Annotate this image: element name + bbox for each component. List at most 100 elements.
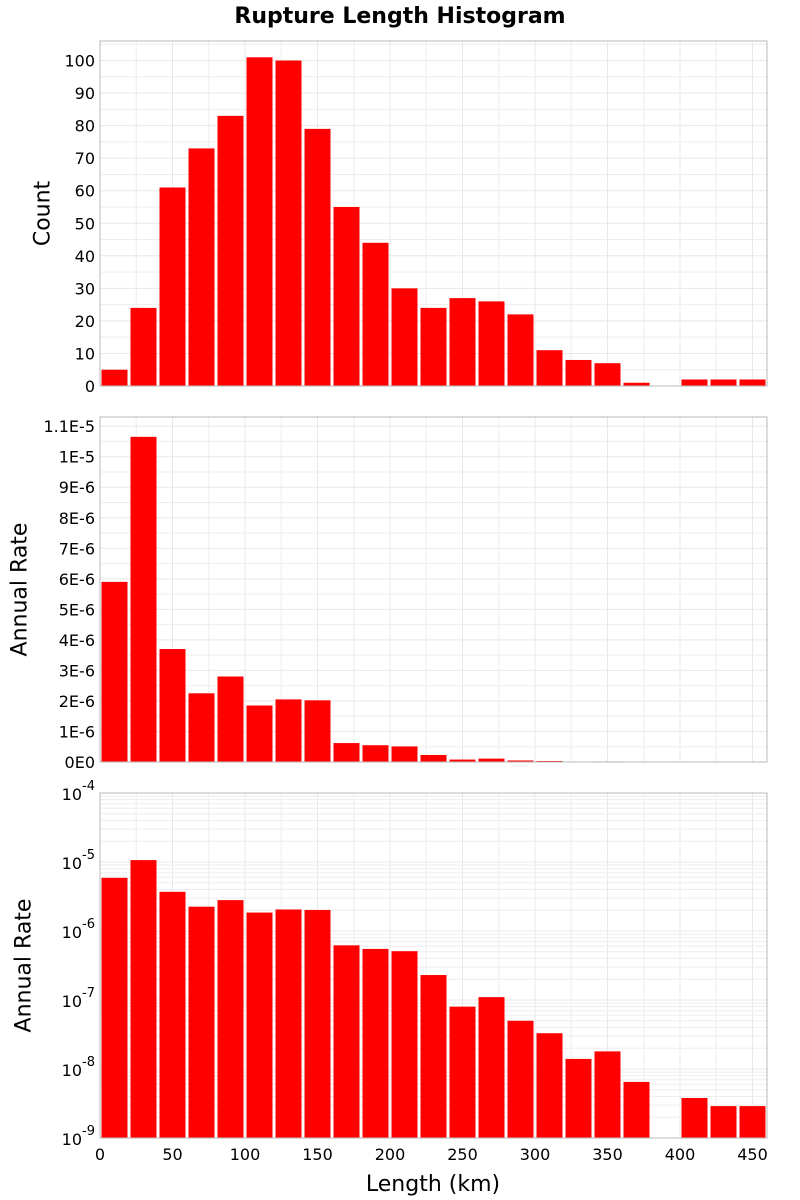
bar <box>565 1058 592 1138</box>
bar <box>594 363 621 386</box>
y-tick-label: 4E-6 <box>59 631 95 650</box>
x-tick-label: 50 <box>162 1145 182 1164</box>
bar <box>130 860 157 1138</box>
y-tick-label: 0 <box>85 377 95 396</box>
bar <box>391 951 418 1138</box>
bar <box>188 906 215 1138</box>
y-tick-label: 20 <box>75 312 95 331</box>
x-tick-label: 0 <box>95 1145 105 1164</box>
y-tick-label: 0E0 <box>65 753 95 772</box>
y-tick-label: 90 <box>75 84 95 103</box>
x-tick-label: 100 <box>230 1145 261 1164</box>
bar <box>246 57 273 386</box>
x-tick-label: 150 <box>302 1145 333 1164</box>
bar <box>275 60 302 387</box>
bar <box>101 877 128 1138</box>
panel-2-grid <box>99 417 767 763</box>
y-tick-label: 1E-5 <box>59 448 95 467</box>
y-tick-label: 10-6 <box>62 917 95 942</box>
bar <box>304 909 331 1138</box>
bar <box>159 187 186 386</box>
bar <box>507 760 534 762</box>
bar <box>710 1106 737 1138</box>
x-tick-label: 250 <box>447 1145 478 1164</box>
y-tick-label: 9E-6 <box>59 478 95 497</box>
bar <box>420 307 447 386</box>
bar <box>391 288 418 386</box>
y-tick-label: 6E-6 <box>59 570 95 589</box>
y-tick-label: 7E-6 <box>59 539 95 558</box>
y-tick-label: 2E-6 <box>59 692 95 711</box>
bar <box>275 699 302 762</box>
y-tick-label: 8E-6 <box>59 509 95 528</box>
y-tick-label: 10-7 <box>62 986 95 1011</box>
y-tick-label: 60 <box>75 182 95 201</box>
bar <box>681 1097 708 1138</box>
bar <box>449 1006 476 1138</box>
panel-2-frame <box>99 416 768 763</box>
panel-3-frame <box>99 792 768 1139</box>
bar <box>565 359 592 386</box>
x-tick-label: 200 <box>375 1145 406 1164</box>
bar <box>478 758 505 762</box>
bar <box>362 745 389 762</box>
bar <box>130 436 157 762</box>
bar <box>217 676 244 762</box>
panel-1-y-ticks: 0 10 20 30 40 50 60 70 80 90 100 <box>64 52 95 396</box>
y-tick-label: 5E-6 <box>59 600 95 619</box>
y-tick-label: 10-4 <box>62 779 95 804</box>
bar <box>362 948 389 1138</box>
panel-1-y-axis-label: Count <box>31 180 56 246</box>
bar <box>333 945 360 1138</box>
bar <box>536 350 563 386</box>
y-tick-label: 10-5 <box>62 848 95 873</box>
chart-title: Rupture Length Histogram <box>234 4 565 29</box>
panel-2-y-ticks: 0E0 1E-6 2E-6 3E-6 4E-6 5E-6 6E-6 7E-6 8E-6 9E-6 1… <box>43 417 95 772</box>
bar <box>420 975 447 1138</box>
panel-2-y-axis-label: Annual Rate <box>8 523 33 657</box>
bar <box>304 128 331 386</box>
bar <box>507 1020 534 1138</box>
bar <box>159 891 186 1138</box>
bar <box>101 369 128 386</box>
y-tick-label: 1.1E-5 <box>43 417 95 436</box>
bar <box>188 693 215 762</box>
panel-1: 0 10 20 30 40 50 60 70 80 90 100 Count <box>31 40 768 396</box>
y-tick-label: 50 <box>75 214 95 233</box>
panel-3-y-axis-label: Annual Rate <box>12 899 37 1033</box>
x-tick-label: 350 <box>592 1145 623 1164</box>
bar <box>275 909 302 1138</box>
y-tick-label: 10-9 <box>62 1124 95 1149</box>
y-tick-label: 100 <box>64 52 95 71</box>
bar <box>333 206 360 386</box>
panel-3: 10-9 10-8 10-7 10-6 10-5 10-4 Annual Rate <box>12 779 768 1149</box>
panel-1-bars <box>101 57 766 387</box>
y-tick-label: 10 <box>75 344 95 363</box>
x-tick-label: 400 <box>665 1145 696 1164</box>
panel-1-frame <box>99 40 768 387</box>
bar <box>188 148 215 386</box>
bar <box>246 705 273 762</box>
bar <box>217 115 244 386</box>
bar <box>739 379 766 386</box>
bar <box>478 301 505 386</box>
bar <box>536 760 563 762</box>
x-tick-label: 450 <box>737 1145 768 1164</box>
bar <box>623 1081 650 1138</box>
bar <box>478 997 505 1138</box>
bar <box>217 900 244 1138</box>
bar <box>159 649 186 762</box>
y-tick-label: 1E-6 <box>59 722 95 741</box>
panel-2-bars <box>101 436 766 762</box>
bar <box>101 581 128 762</box>
panel-3-bars <box>101 860 766 1138</box>
bar <box>536 1033 563 1138</box>
bar <box>130 307 157 386</box>
y-tick-label: 3E-6 <box>59 661 95 680</box>
x-ticks: 0 50 100 150 200 250 300 350 400 450 <box>95 1145 768 1164</box>
bar <box>246 912 273 1138</box>
bar <box>681 379 708 386</box>
x-tick-label: 300 <box>520 1145 551 1164</box>
